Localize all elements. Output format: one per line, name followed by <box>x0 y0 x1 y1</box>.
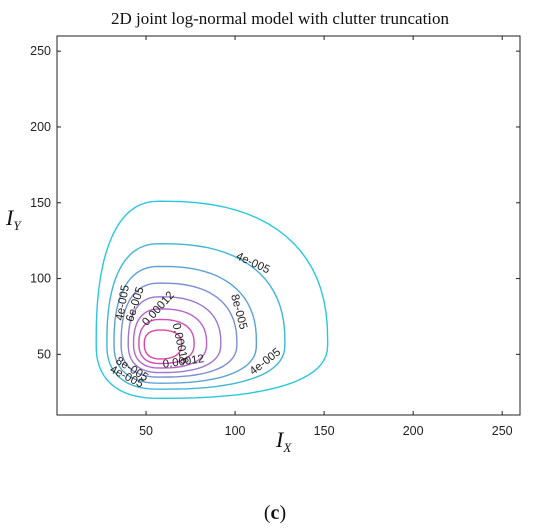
y-tick-label: 100 <box>30 272 51 286</box>
y-tick-label: 50 <box>37 347 51 361</box>
contour-layer <box>95 200 329 400</box>
contour-label: 8e-005 <box>228 293 249 331</box>
panel-label-letter: c <box>271 502 280 524</box>
y-axis-label: IY <box>5 205 22 233</box>
panel-label-open: ( <box>264 502 271 524</box>
x-tick-label: 150 <box>314 424 335 438</box>
plot-frame <box>56 35 521 416</box>
contour-line <box>95 200 329 400</box>
contour-line <box>127 296 222 374</box>
x-axis-label-sub: X <box>282 440 292 455</box>
panel-label: (c) <box>264 502 286 524</box>
contour-line <box>120 282 238 378</box>
y-axis-label-main: I <box>5 205 15 230</box>
x-axis-label: IX <box>275 427 292 455</box>
contour-line <box>138 318 195 365</box>
contour-line <box>143 329 183 360</box>
panel-label-close: ) <box>279 502 286 524</box>
x-tick-label: 200 <box>403 424 424 438</box>
x-tick-label: 50 <box>139 424 153 438</box>
x-tick-label: 100 <box>225 424 246 438</box>
contour-label: 4e-005 <box>234 250 272 276</box>
y-axis-label-sub: Y <box>13 218 22 233</box>
contour-label: 0.00012 <box>162 353 205 371</box>
y-tick-layer: 50 100 150 200 250 <box>30 44 520 361</box>
contour-line <box>113 265 258 384</box>
contour-line <box>132 308 208 369</box>
x-tick-label: 250 <box>492 424 513 438</box>
y-tick-label: 150 <box>30 196 51 210</box>
chart-title: 2D joint log-normal model with clutter t… <box>111 9 450 28</box>
x-axis-label-main: I <box>275 427 285 452</box>
contour-line <box>106 242 286 390</box>
x-tick-layer: 50 100 150 200 250 <box>139 36 513 438</box>
y-tick-label: 200 <box>30 120 51 134</box>
y-tick-label: 250 <box>30 44 51 58</box>
